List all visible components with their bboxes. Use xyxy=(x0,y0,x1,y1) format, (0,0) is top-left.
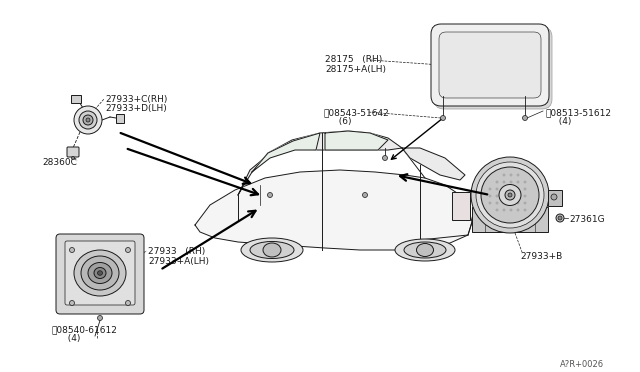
Text: (6): (6) xyxy=(333,117,351,126)
Polygon shape xyxy=(238,131,402,195)
Circle shape xyxy=(510,181,512,183)
Circle shape xyxy=(383,155,387,160)
Circle shape xyxy=(496,209,498,211)
Ellipse shape xyxy=(74,250,126,296)
Ellipse shape xyxy=(417,244,433,257)
Ellipse shape xyxy=(471,157,549,233)
Polygon shape xyxy=(195,170,472,250)
Ellipse shape xyxy=(505,190,515,200)
Circle shape xyxy=(489,202,492,204)
Bar xyxy=(116,114,124,123)
Circle shape xyxy=(503,174,505,176)
Circle shape xyxy=(74,106,102,134)
Circle shape xyxy=(510,209,512,211)
Text: 28175+A(LH): 28175+A(LH) xyxy=(325,65,386,74)
FancyBboxPatch shape xyxy=(434,27,552,109)
Text: 27933+B: 27933+B xyxy=(520,252,563,261)
Circle shape xyxy=(489,195,492,197)
Circle shape xyxy=(70,301,74,305)
Text: 28360C: 28360C xyxy=(42,158,77,167)
Text: (4): (4) xyxy=(553,117,572,126)
Circle shape xyxy=(268,192,273,198)
Ellipse shape xyxy=(241,238,303,262)
Text: (4): (4) xyxy=(62,334,81,343)
Circle shape xyxy=(510,195,512,197)
Circle shape xyxy=(503,181,505,183)
Text: 27933+C(RH): 27933+C(RH) xyxy=(105,95,168,104)
Polygon shape xyxy=(252,133,320,172)
Circle shape xyxy=(551,194,557,200)
Polygon shape xyxy=(325,131,388,150)
Circle shape xyxy=(524,195,526,197)
Circle shape xyxy=(503,195,505,197)
Ellipse shape xyxy=(81,256,119,290)
Ellipse shape xyxy=(499,185,521,205)
Circle shape xyxy=(517,195,519,197)
Bar xyxy=(452,192,470,220)
Circle shape xyxy=(517,174,519,176)
Circle shape xyxy=(86,118,90,122)
Polygon shape xyxy=(402,148,465,180)
Text: 27361G: 27361G xyxy=(569,215,605,224)
Ellipse shape xyxy=(250,241,294,259)
Circle shape xyxy=(517,209,519,211)
Circle shape xyxy=(97,315,102,321)
Ellipse shape xyxy=(97,271,102,275)
Circle shape xyxy=(524,181,526,183)
Circle shape xyxy=(496,188,498,190)
FancyBboxPatch shape xyxy=(56,234,144,314)
Text: Ⓢ08513-51612: Ⓢ08513-51612 xyxy=(545,108,611,117)
Circle shape xyxy=(558,216,562,220)
Circle shape xyxy=(517,181,519,183)
Circle shape xyxy=(83,115,93,125)
FancyBboxPatch shape xyxy=(67,147,79,157)
Text: Ⓢ08543-51642: Ⓢ08543-51642 xyxy=(323,108,388,117)
FancyBboxPatch shape xyxy=(439,32,541,98)
Text: 27933   (RH): 27933 (RH) xyxy=(148,247,205,256)
FancyBboxPatch shape xyxy=(65,241,135,305)
Ellipse shape xyxy=(263,243,281,257)
Circle shape xyxy=(489,188,492,190)
Ellipse shape xyxy=(481,167,539,223)
Circle shape xyxy=(79,111,97,129)
Bar xyxy=(472,207,548,232)
Circle shape xyxy=(517,188,519,190)
Text: 28175   (RH): 28175 (RH) xyxy=(325,55,382,64)
Text: 27933+D(LH): 27933+D(LH) xyxy=(105,104,167,113)
Circle shape xyxy=(440,115,445,121)
FancyBboxPatch shape xyxy=(431,24,549,106)
Text: 27933+A(LH): 27933+A(LH) xyxy=(148,257,209,266)
Circle shape xyxy=(496,181,498,183)
Bar xyxy=(548,190,562,206)
Circle shape xyxy=(496,202,498,204)
Circle shape xyxy=(496,195,498,197)
Ellipse shape xyxy=(395,239,455,261)
Ellipse shape xyxy=(404,242,446,258)
Circle shape xyxy=(556,214,564,222)
Circle shape xyxy=(125,247,131,253)
Ellipse shape xyxy=(88,263,112,283)
Circle shape xyxy=(503,209,505,211)
Circle shape xyxy=(125,301,131,305)
Circle shape xyxy=(362,192,367,198)
Circle shape xyxy=(524,202,526,204)
Text: A?R+0026: A?R+0026 xyxy=(560,360,604,369)
Circle shape xyxy=(517,202,519,204)
Circle shape xyxy=(524,209,526,211)
Circle shape xyxy=(510,174,512,176)
Circle shape xyxy=(503,188,505,190)
Text: Ⓢ08540-61612: Ⓢ08540-61612 xyxy=(52,325,118,334)
Circle shape xyxy=(510,188,512,190)
Ellipse shape xyxy=(508,193,512,197)
Ellipse shape xyxy=(94,267,106,279)
Circle shape xyxy=(503,202,505,204)
Ellipse shape xyxy=(476,162,544,228)
Circle shape xyxy=(72,157,74,160)
Bar xyxy=(71,95,81,103)
Circle shape xyxy=(524,188,526,190)
Circle shape xyxy=(70,247,74,253)
Circle shape xyxy=(510,202,512,204)
Circle shape xyxy=(522,115,527,121)
